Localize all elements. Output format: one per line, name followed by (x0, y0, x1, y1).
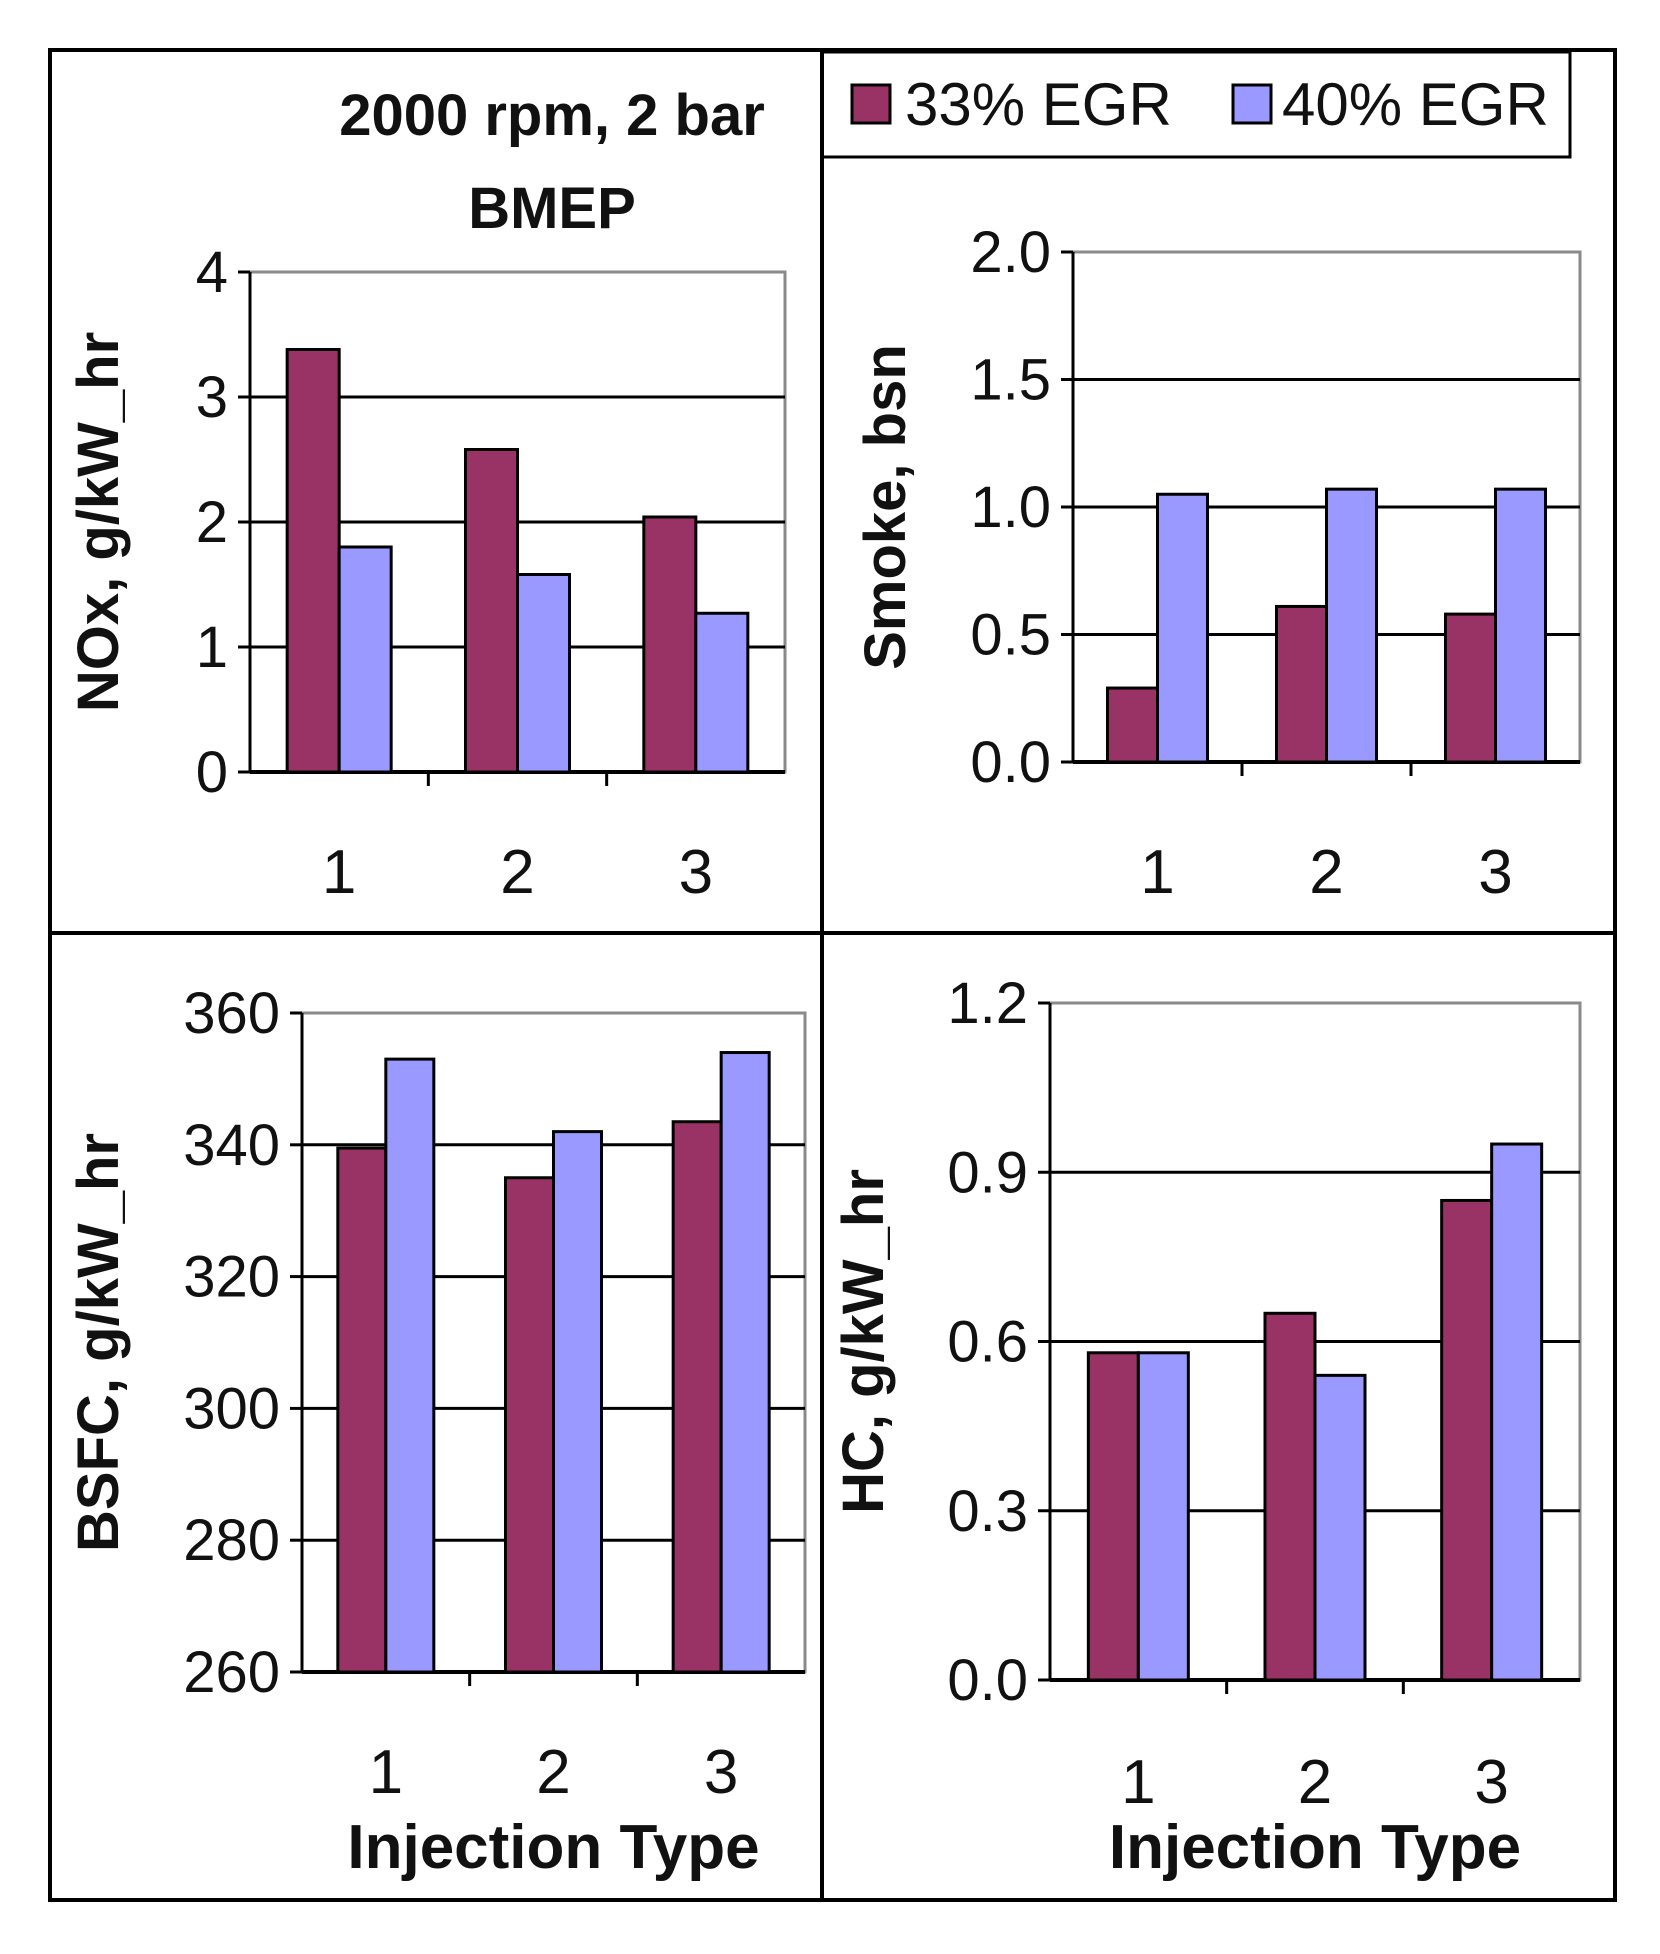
bar-33-egr-type-3 (671, 1120, 723, 1674)
x-tick-label: 1 (1121, 1748, 1155, 1817)
x-tick-label: 1 (322, 838, 356, 907)
y-tick-label: 1 (196, 615, 228, 680)
bar-33-egr-type-2 (464, 448, 519, 774)
legend-box (820, 50, 1572, 159)
bar-33-egr-type-2 (504, 1176, 555, 1674)
smoke-chart: 0.0 0.5 1.0 1.5 2.0 1 2 3 Smoke, bsn (853, 220, 1582, 907)
outer-border (48, 48, 1617, 1902)
bar-33-egr-type-1 (336, 1146, 388, 1674)
y-tick-label: 0.0 (970, 730, 1051, 795)
bar-33-egr-type-2 (1263, 1311, 1317, 1682)
y-tick-label: 1.5 (970, 348, 1051, 413)
x-tick-label: 1 (369, 1738, 403, 1807)
y-tick-label: 0 (196, 740, 228, 805)
y-tick-label: 3 (196, 365, 228, 430)
bar-33-egr-type-3 (642, 515, 698, 774)
y-tick-label: 320 (183, 1245, 280, 1310)
x-tick-label: 3 (1478, 838, 1512, 907)
bar-40-egr-type-3 (1494, 487, 1547, 764)
legend-label-33-egr: 33% EGR (905, 71, 1172, 138)
x-tick-label: 3 (704, 1738, 738, 1807)
y-tick-label: 280 (183, 1508, 280, 1573)
y-tick-label: 2 (196, 490, 228, 555)
legend: 33% EGR 40% EGR (820, 50, 1572, 159)
x-tick-label: 1 (1140, 838, 1174, 907)
chart-title-line2: BMEP (468, 176, 636, 241)
bsfc-chart: 260 280 300 320 340 360 1 2 3 BSFC, g/kW_hr Inject… (66, 981, 807, 1882)
bar-40-egr-type-1 (1136, 1351, 1190, 1682)
bar-40-egr-type-3 (719, 1051, 771, 1674)
y-tick-label: 2.0 (970, 220, 1051, 285)
legend-label-40-egr: 40% EGR (1282, 71, 1549, 138)
y-axis-label: HC, g/kW_hr (831, 1169, 896, 1514)
y-axis-label: BSFC, g/kW_hr (66, 1133, 131, 1552)
y-tick-label: 0.5 (970, 603, 1051, 668)
bar-40-egr-type-2 (552, 1130, 603, 1674)
x-tick-label: 2 (1309, 838, 1343, 907)
y-tick-label: 4 (196, 240, 228, 305)
bar-40-egr-type-1 (1156, 492, 1209, 764)
y-tick-label: 0.6 (947, 1310, 1028, 1375)
x-tick-label: 3 (1474, 1748, 1508, 1817)
x-axis-label: Injection Type (1109, 1813, 1521, 1882)
nox-chart: 0 1 2 3 4 1 2 3 NOx, g/kW_hr (66, 240, 787, 907)
x-tick-label: 3 (679, 838, 713, 907)
chart-title-line1: 2000 rpm, 2 bar (339, 83, 765, 148)
y-tick-label: 360 (183, 981, 280, 1046)
y-axis-label: NOx, g/kW_hr (66, 332, 131, 712)
bar-33-egr-type-3 (1444, 612, 1497, 764)
y-tick-label: 1.0 (970, 475, 1051, 540)
bar-40-egr-type-2 (516, 573, 571, 774)
bar-40-egr-type-2 (1313, 1373, 1367, 1682)
x-axis-label: Injection Type (347, 1813, 759, 1882)
bar-33-egr-type-3 (1440, 1198, 1494, 1682)
y-tick-label: 0.0 (947, 1648, 1028, 1713)
y-tick-label: 0.9 (947, 1140, 1028, 1205)
bar-33-egr-type-1 (1106, 686, 1159, 764)
y-tick-label: 0.3 (947, 1479, 1028, 1544)
y-tick-label: 300 (183, 1376, 280, 1441)
x-tick-label: 2 (536, 1738, 570, 1807)
bar-40-egr-type-1 (384, 1057, 436, 1674)
x-tick-label: 2 (1298, 1748, 1332, 1817)
hc-chart: 0.0 0.3 0.6 0.9 1.2 1 2 3 HC, g/kW_hr Injection T… (831, 971, 1582, 1882)
panel-frame (48, 48, 1617, 1902)
bar-33-egr-type-1 (285, 348, 341, 774)
legend-swatch-40-egr (1231, 83, 1273, 125)
bar-40-egr-type-2 (1325, 487, 1378, 764)
y-axis-label: Smoke, bsn (853, 344, 918, 670)
legend-swatch-33-egr (850, 83, 892, 125)
bar-40-egr-type-3 (1490, 1142, 1544, 1682)
bar-33-egr-type-1 (1086, 1351, 1140, 1682)
bar-40-egr-type-3 (694, 611, 750, 774)
bar-33-egr-type-2 (1275, 604, 1328, 764)
x-tick-label: 2 (500, 838, 534, 907)
y-tick-label: 260 (183, 1640, 280, 1705)
y-tick-label: 340 (183, 1113, 280, 1178)
bar-40-egr-type-1 (337, 545, 393, 774)
y-tick-label: 1.2 (947, 971, 1028, 1036)
